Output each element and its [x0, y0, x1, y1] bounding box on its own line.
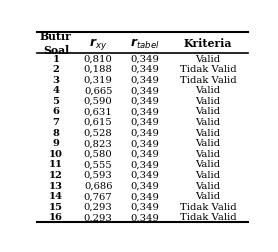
Text: Valid: Valid	[195, 128, 220, 137]
Text: $\boldsymbol{r}_{tabel}$: $\boldsymbol{r}_{tabel}$	[130, 36, 160, 50]
Text: 15: 15	[49, 202, 63, 211]
Text: 7: 7	[53, 118, 59, 127]
Text: 0,528: 0,528	[84, 128, 113, 137]
Text: 4: 4	[53, 86, 59, 95]
Text: 0,767: 0,767	[84, 192, 112, 200]
Text: Valid: Valid	[195, 170, 220, 179]
Text: 0,349: 0,349	[130, 181, 159, 190]
Text: 0,349: 0,349	[130, 86, 159, 95]
Text: Valid: Valid	[195, 107, 220, 116]
Text: Valid: Valid	[195, 86, 220, 95]
Text: 0,349: 0,349	[130, 139, 159, 148]
Text: 12: 12	[49, 170, 63, 179]
Text: Kriteria: Kriteria	[184, 38, 232, 49]
Text: 0,349: 0,349	[130, 54, 159, 63]
Text: 0,293: 0,293	[84, 202, 113, 211]
Text: 16: 16	[49, 213, 63, 222]
Text: 0,349: 0,349	[130, 128, 159, 137]
Text: 0,349: 0,349	[130, 107, 159, 116]
Text: 0,349: 0,349	[130, 160, 159, 169]
Text: 0,590: 0,590	[84, 97, 113, 106]
Text: 0,593: 0,593	[84, 170, 113, 179]
Text: Valid: Valid	[195, 97, 220, 106]
Text: 0,349: 0,349	[130, 213, 159, 222]
Text: 0,349: 0,349	[130, 149, 159, 158]
Text: Tidak Valid: Tidak Valid	[180, 202, 236, 211]
Text: 13: 13	[49, 181, 63, 190]
Text: Valid: Valid	[195, 118, 220, 127]
Text: Valid: Valid	[195, 192, 220, 200]
Text: 10: 10	[49, 149, 63, 158]
Text: 1: 1	[53, 54, 59, 63]
Text: 11: 11	[49, 160, 63, 169]
Text: Valid: Valid	[195, 160, 220, 169]
Text: 0,349: 0,349	[130, 97, 159, 106]
Text: $\boldsymbol{r}_{xy}$: $\boldsymbol{r}_{xy}$	[89, 35, 107, 51]
Text: 0,615: 0,615	[84, 118, 113, 127]
Text: Tidak Valid: Tidak Valid	[180, 213, 236, 222]
Text: 5: 5	[53, 97, 59, 106]
Text: 0,188: 0,188	[84, 65, 113, 74]
Text: 0,349: 0,349	[130, 75, 159, 84]
Text: 0,349: 0,349	[130, 192, 159, 200]
Text: Valid: Valid	[195, 149, 220, 158]
Text: 9: 9	[53, 139, 59, 148]
Text: Tidak Valid: Tidak Valid	[180, 65, 236, 74]
Text: 0,580: 0,580	[84, 149, 113, 158]
Text: 8: 8	[53, 128, 59, 137]
Text: Tidak Valid: Tidak Valid	[180, 75, 236, 84]
Text: 3: 3	[53, 75, 59, 84]
Text: Valid: Valid	[195, 139, 220, 148]
Text: 0,349: 0,349	[130, 170, 159, 179]
Text: 0,319: 0,319	[84, 75, 113, 84]
Text: 14: 14	[49, 192, 63, 200]
Text: 2: 2	[53, 65, 59, 74]
Text: Butir
Soal: Butir Soal	[40, 31, 72, 56]
Text: 0,349: 0,349	[130, 65, 159, 74]
Text: Valid: Valid	[195, 181, 220, 190]
Text: 0,349: 0,349	[130, 118, 159, 127]
Text: 0,555: 0,555	[84, 160, 113, 169]
Text: 0,686: 0,686	[84, 181, 112, 190]
Text: Valid: Valid	[195, 54, 220, 63]
Text: 0,823: 0,823	[84, 139, 113, 148]
Text: 0,810: 0,810	[84, 54, 113, 63]
Text: 0,349: 0,349	[130, 202, 159, 211]
Text: 0,293: 0,293	[84, 213, 113, 222]
Text: 0,665: 0,665	[84, 86, 112, 95]
Text: 0,631: 0,631	[84, 107, 113, 116]
Text: 6: 6	[53, 107, 59, 116]
